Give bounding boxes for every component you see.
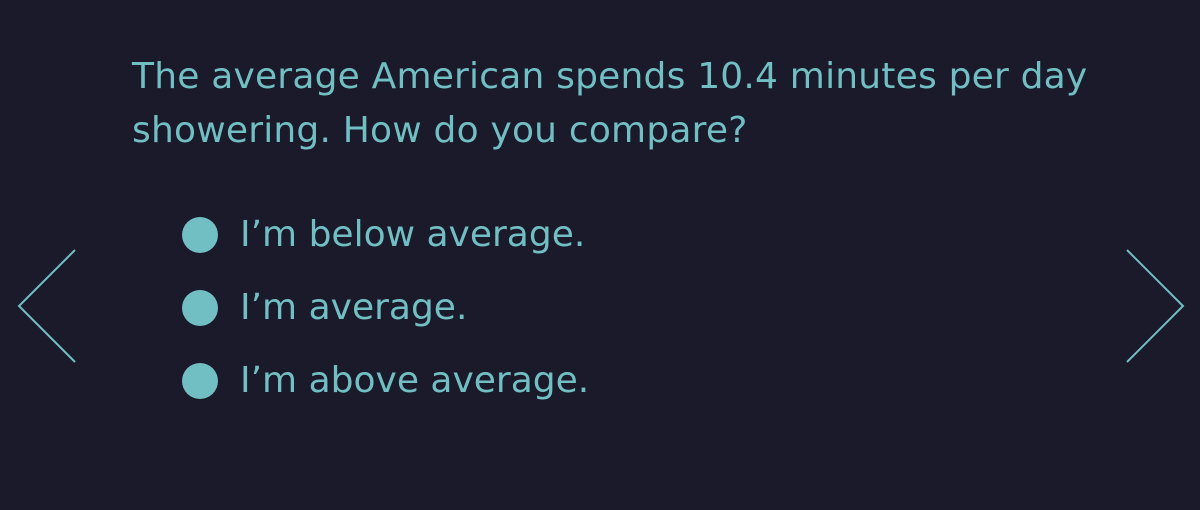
radio-bullet-icon[interactable]	[182, 289, 218, 326]
option-label: I’m above average.	[240, 359, 590, 401]
option-below-average[interactable]: I’m below average.	[182, 198, 589, 271]
option-label: I’m below average.	[240, 213, 586, 255]
question-text: The average American spends 10.4 minutes…	[132, 56, 1088, 151]
next-button[interactable]	[1124, 248, 1186, 366]
option-average[interactable]: I’m average.	[182, 271, 589, 344]
radio-bullet-icon[interactable]	[182, 216, 218, 253]
chevron-left-icon	[17, 249, 76, 363]
chevron-right-icon	[1126, 249, 1185, 363]
radio-bullet-icon[interactable]	[182, 362, 218, 399]
option-label: I’m average.	[240, 286, 468, 328]
previous-button[interactable]	[16, 248, 78, 366]
option-above-average[interactable]: I’m above average.	[182, 344, 589, 417]
answer-options: I’m below average. I’m average. I’m abov…	[182, 198, 589, 417]
